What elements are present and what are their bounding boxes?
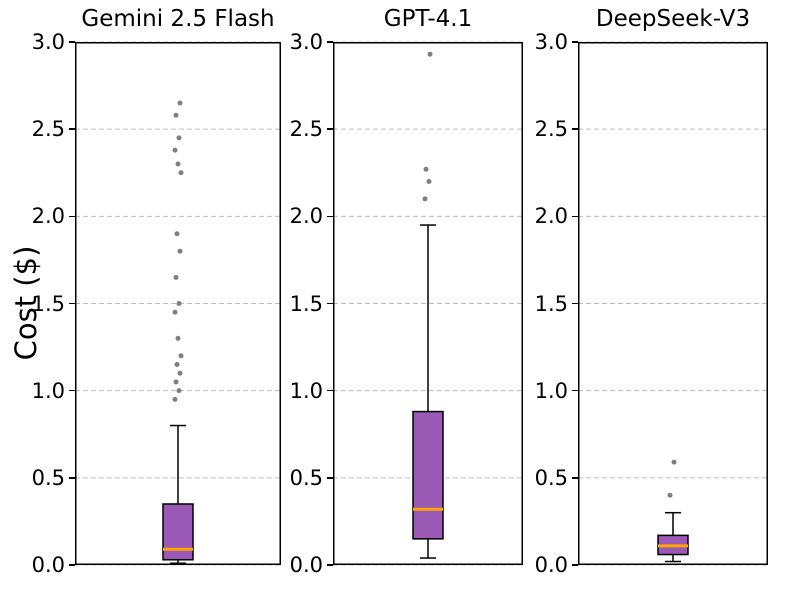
y-tick-label: 2.5 bbox=[31, 117, 65, 142]
y-tick-label: 2.0 bbox=[31, 204, 65, 229]
iqr-box bbox=[412, 410, 444, 540]
outlier-point bbox=[423, 166, 429, 172]
y-tick-mark bbox=[327, 302, 333, 305]
outlier-point bbox=[667, 492, 673, 498]
y-tick-label: 1.0 bbox=[534, 378, 568, 403]
y-tick-label: 1.0 bbox=[31, 378, 65, 403]
axes-frame bbox=[75, 42, 281, 565]
y-tick-label: 2.0 bbox=[289, 204, 323, 229]
boxplot-canvas bbox=[75, 41, 281, 566]
y-tick-mark bbox=[327, 41, 333, 43]
y-tick-label: 0.0 bbox=[31, 553, 65, 577]
outlier-point bbox=[175, 335, 181, 341]
y-tick-mark bbox=[327, 389, 333, 392]
y-tick-mark bbox=[572, 128, 578, 130]
outlier-point bbox=[172, 396, 178, 402]
y-tick-mark bbox=[572, 302, 578, 305]
y-tick-label: 0.5 bbox=[534, 465, 568, 490]
y-tick-label: 0.5 bbox=[31, 465, 65, 490]
axes-frame bbox=[578, 42, 768, 565]
y-tick-mark bbox=[572, 564, 578, 566]
outlier-point bbox=[174, 231, 180, 237]
subplot-title: Gemini 2.5 Flash bbox=[81, 6, 275, 32]
subplot-gemini-2-5-flash: Gemini 2.5 Flash 0.0 0.5 1.0 1.5 2.0 2.5 3.0 bbox=[32, 6, 281, 577]
iqr-box bbox=[162, 503, 194, 561]
y-tick-label: 0.0 bbox=[534, 553, 568, 577]
outlier-point bbox=[178, 353, 184, 359]
subplot-gpt-4-1: GPT-4.1 0.0 0.5 1.0 1.5 2.0 2.5 3.0 bbox=[290, 6, 523, 577]
y-tick-mark bbox=[572, 215, 578, 218]
outlier-point bbox=[422, 196, 428, 202]
outlier-point bbox=[177, 100, 183, 106]
outlier-point bbox=[173, 274, 179, 280]
y-tick-mark bbox=[327, 128, 333, 130]
outlier-point bbox=[427, 51, 433, 57]
y-tick-mark bbox=[327, 564, 333, 566]
outlier-point bbox=[176, 388, 182, 394]
axes-frame bbox=[333, 42, 523, 565]
boxplot-canvas bbox=[578, 41, 768, 566]
y-tick-label: 0.5 bbox=[289, 465, 323, 490]
outlier-point bbox=[176, 301, 182, 306]
outlier-point bbox=[671, 459, 677, 465]
outlier-point bbox=[172, 309, 178, 315]
y-tick-label: 3.0 bbox=[534, 30, 568, 54]
subplot-deepseek-v3: DeepSeek-V3 0.0 0.5 1.0 1.5 2.0 2.5 3.0 bbox=[535, 6, 768, 577]
subplot-title: DeepSeek-V3 bbox=[595, 6, 751, 32]
outlier-point bbox=[172, 147, 178, 153]
y-tick-label: 2.0 bbox=[534, 204, 568, 229]
y-tick-mark bbox=[572, 477, 578, 479]
y-tick-label: 1.5 bbox=[534, 291, 568, 316]
y-tick-mark bbox=[572, 41, 578, 43]
y-tick-label: 3.0 bbox=[289, 30, 323, 54]
y-tick-mark bbox=[327, 215, 333, 218]
y-tick-label: 2.5 bbox=[289, 117, 323, 142]
y-tick-label: 1.5 bbox=[31, 291, 65, 316]
y-tick-label: 1.5 bbox=[289, 291, 323, 316]
y-tick-label: 1.0 bbox=[289, 378, 323, 403]
y-tick-mark bbox=[69, 564, 75, 566]
y-tick-mark bbox=[69, 302, 75, 305]
y-tick-mark bbox=[69, 477, 75, 479]
outlier-point bbox=[174, 362, 180, 368]
y-tick-mark bbox=[327, 477, 333, 479]
y-tick-label: 3.0 bbox=[31, 30, 65, 54]
subplot-title: GPT-4.1 bbox=[383, 6, 473, 32]
outlier-point bbox=[176, 135, 182, 141]
boxplot-canvas bbox=[333, 41, 523, 566]
y-tick-mark bbox=[69, 128, 75, 130]
outlier-point bbox=[178, 170, 184, 176]
outlier-point bbox=[173, 112, 179, 118]
y-tick-mark bbox=[69, 389, 75, 392]
y-tick-label: 0.0 bbox=[289, 553, 323, 577]
outlier-point bbox=[177, 248, 183, 254]
y-tick-mark bbox=[69, 215, 75, 218]
y-tick-label: 2.5 bbox=[534, 117, 568, 142]
y-tick-mark bbox=[572, 389, 578, 392]
outlier-point bbox=[173, 379, 179, 385]
outlier-point bbox=[177, 370, 183, 376]
outlier-point bbox=[426, 178, 432, 184]
y-tick-mark bbox=[69, 41, 75, 43]
outlier-point bbox=[175, 161, 181, 167]
